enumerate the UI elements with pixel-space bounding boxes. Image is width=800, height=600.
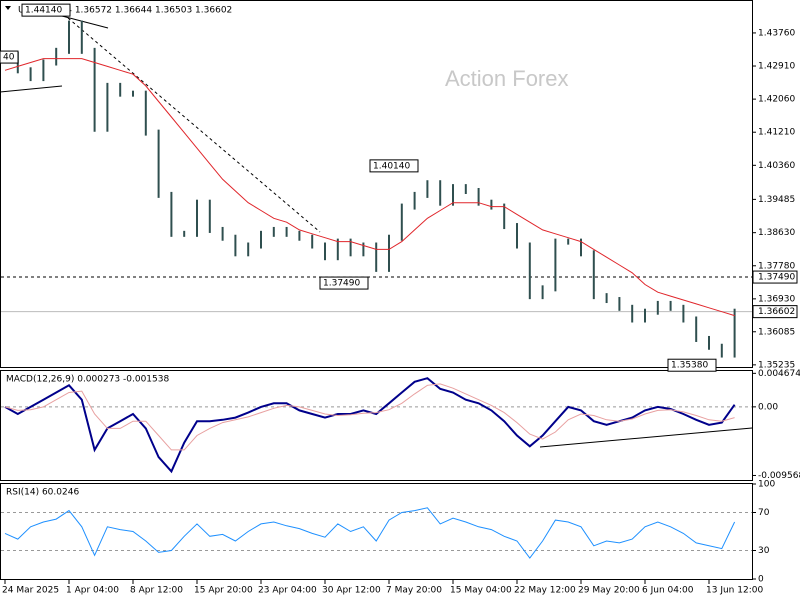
x-tick-label: 24 Mar 2025 xyxy=(2,586,59,596)
trendline xyxy=(61,15,109,29)
macd-title: MACD(12,26,9) 0.000273 -0.001538 xyxy=(6,375,169,385)
y-tick-label: 0.004674 xyxy=(758,369,800,379)
annotation-label: 1.35380 xyxy=(671,361,708,371)
trendline xyxy=(539,427,753,448)
x-tick-label: 13 Jun 12:00 xyxy=(706,586,763,596)
y-tick-label: 1.35235 xyxy=(758,360,795,370)
price-frame xyxy=(0,0,753,368)
annotation-label: 40 xyxy=(3,53,15,63)
series-line xyxy=(4,58,735,317)
annotation-box xyxy=(369,159,419,173)
annotation-box xyxy=(21,3,71,17)
y-tick-label: 1.40360 xyxy=(758,161,795,171)
x-tick-label: 15 May 04:00 xyxy=(450,586,512,596)
annotation-box xyxy=(319,276,369,290)
price-title: USDCAD,H4 1.36572 1.36644 1.36503 1.3660… xyxy=(18,6,232,16)
y-tick-label: 1.36085 xyxy=(758,327,795,337)
annotation-label: 1.40140 xyxy=(373,161,410,171)
series-line xyxy=(4,383,735,451)
annotation-label: 1.44140 xyxy=(25,6,62,16)
x-tick-label: 1 Apr 04:00 xyxy=(66,586,119,596)
x-tick-label: 30 Apr 12:00 xyxy=(322,586,381,596)
y-tick-label: 1.43760 xyxy=(758,28,795,38)
y-tick-label: -0.009568 xyxy=(758,471,800,481)
y-tick-label: 0.00 xyxy=(758,402,778,412)
x-tick-label: 23 Apr 04:00 xyxy=(258,586,317,596)
x-tick-label: 6 Jun 04:00 xyxy=(642,586,694,596)
annotation-box xyxy=(0,50,19,64)
y-tick-label: 1.37780 xyxy=(758,261,795,271)
x-tick-label: 7 May 20:00 xyxy=(386,586,442,596)
menu-arrow xyxy=(5,6,11,10)
y-tick-label: 100 xyxy=(758,480,775,490)
x-tick-label: 22 May 12:00 xyxy=(514,586,576,596)
frames xyxy=(0,0,753,580)
x-tick-label: 29 May 20:00 xyxy=(578,586,640,596)
annotation-box xyxy=(667,358,717,372)
last-label: 1.36602 xyxy=(758,307,795,317)
level-box xyxy=(752,270,798,284)
watermark: Action Forex xyxy=(445,66,569,91)
rsi-title: RSI(14) 60.0246 xyxy=(6,488,79,498)
y-tick-label: 1.38630 xyxy=(758,228,795,238)
trendline xyxy=(67,17,321,233)
level-label: 1.37490 xyxy=(758,273,795,283)
last-box xyxy=(752,305,798,319)
y-tick-label: 1.42910 xyxy=(758,62,795,72)
y-tick-label: 1.41210 xyxy=(758,128,795,138)
y-tick-label: 0 xyxy=(758,575,764,585)
y-tick-label: 1.39485 xyxy=(758,195,795,205)
y-tick-label: 1.42060 xyxy=(758,95,795,105)
y-tick-label: 1.36930 xyxy=(758,294,795,304)
series-line xyxy=(4,377,736,474)
y-tick-label: 70 xyxy=(758,508,770,518)
y-tick-label: 30 xyxy=(758,546,770,556)
x-tick-label: 8 Apr 12:00 xyxy=(130,586,183,596)
x-tick-label: 15 Apr 20:00 xyxy=(194,586,253,596)
annotation-label: 1.37490 xyxy=(323,279,360,289)
macd-frame xyxy=(0,370,753,481)
rsi-frame xyxy=(0,483,753,580)
series-line xyxy=(4,507,736,559)
trendline xyxy=(0,85,63,93)
